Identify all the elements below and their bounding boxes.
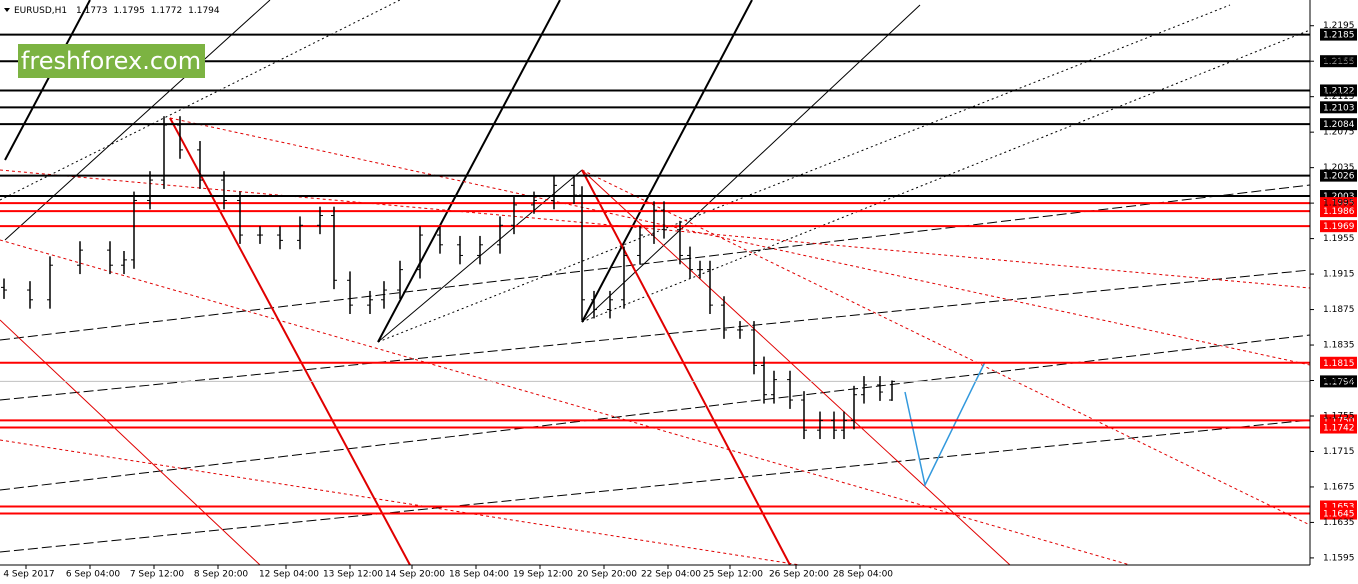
y-tick-label: 1.1915 <box>1323 270 1355 280</box>
level-label-box <box>1320 421 1357 434</box>
trend-line <box>0 239 1131 566</box>
level-label: 1.2003 <box>1323 192 1355 202</box>
x-tick-label: 8 Sep 20:00 <box>194 570 249 580</box>
level-label: 1.2155 <box>1323 57 1355 67</box>
levels: 1.21851.21551.21221.21031.20841.20261.20… <box>0 28 1357 520</box>
level-label-box <box>1320 28 1357 41</box>
y-tick-label: 1.1835 <box>1323 341 1355 351</box>
level-label: 1.1986 <box>1323 207 1355 217</box>
level-label-box <box>1320 507 1357 520</box>
x-tick-label: 28 Sep 04:00 <box>833 570 893 580</box>
level-label-box <box>1320 375 1357 388</box>
level-label: 1.1995 <box>1323 199 1355 209</box>
symbol: EURUSD,H1 <box>14 6 67 16</box>
level-label-box <box>1320 220 1357 233</box>
x-tick-label: 22 Sep 04:00 <box>641 570 701 580</box>
x-tick-label: 20 Sep 20:00 <box>577 570 637 580</box>
y-tick-label: 1.1795 <box>1323 376 1355 386</box>
level-label: 1.1969 <box>1323 222 1355 232</box>
menu-icon <box>4 8 10 12</box>
y-tick-label: 1.2195 <box>1323 21 1355 31</box>
trend-line <box>0 269 1311 401</box>
level-label: 1.1815 <box>1323 359 1355 369</box>
projection-line <box>904 361 986 488</box>
trend-line <box>581 169 791 566</box>
chart-header: EURUSD,H1 1.1773 1.1795 1.1772 1.1794 <box>14 6 220 16</box>
level-label-box <box>1320 84 1357 97</box>
y-tick-label: 1.2155 <box>1323 57 1355 67</box>
x-tick-label: 14 Sep 20:00 <box>385 570 445 580</box>
x-tick-label: 25 Sep 12:00 <box>703 570 763 580</box>
level-label-box <box>1320 205 1357 218</box>
level-label-box <box>1320 55 1357 68</box>
y-tick-label: 1.1995 <box>1323 199 1355 209</box>
x-tick-label: 6 Sep 04:00 <box>66 570 121 580</box>
close-value: 1.1794 <box>188 6 220 16</box>
trend-line <box>0 319 261 566</box>
y-tick-label: 1.1755 <box>1323 411 1355 421</box>
x-tick-label: 26 Sep 20:00 <box>769 570 829 580</box>
y-tick-label: 1.1635 <box>1323 518 1355 528</box>
y-tick-label: 1.1955 <box>1323 234 1355 244</box>
trend-line <box>4 0 271 241</box>
watermark-box <box>18 44 205 78</box>
level-label: 1.2122 <box>1323 86 1355 96</box>
x-tick-label: 12 Sep 04:00 <box>259 570 319 580</box>
x-tick-label: 18 Sep 04:00 <box>449 570 509 580</box>
trend-line <box>581 4 921 323</box>
y-tick-label: 1.2115 <box>1323 92 1355 102</box>
trend-line <box>581 169 1311 526</box>
level-label: 1.2026 <box>1323 172 1355 182</box>
watermark: freshforex.com <box>21 47 201 75</box>
high-value: 1.1795 <box>113 6 145 16</box>
level-label: 1.1645 <box>1323 510 1355 520</box>
level-label-box <box>1320 169 1357 182</box>
x-tick-label: 13 Sep 12:00 <box>323 570 383 580</box>
x-tick-label: 19 Sep 12:00 <box>513 570 573 580</box>
level-label-box <box>1320 101 1357 114</box>
trend-line <box>581 0 753 323</box>
x-tick-label: 4 Sep 2017 <box>3 570 54 580</box>
trend-line <box>0 419 1311 553</box>
y-tick-label: 1.1875 <box>1323 305 1355 315</box>
trend-line <box>0 439 801 566</box>
level-label-box <box>1320 356 1357 369</box>
y-tick-label: 1.1675 <box>1323 482 1355 492</box>
price-bars <box>1 116 895 440</box>
trend-line <box>581 29 1311 323</box>
level-label: 1.2185 <box>1323 31 1355 41</box>
level-label: 1.1750 <box>1323 416 1355 426</box>
trend-line <box>377 0 561 343</box>
trend-line <box>169 117 1311 366</box>
trend-line <box>0 334 1311 491</box>
x-tick-label: 7 Sep 12:00 <box>130 570 185 580</box>
trend-line <box>169 117 411 566</box>
y-tick-label: 1.2075 <box>1323 128 1355 138</box>
y-tick-label: 1.1595 <box>1323 553 1355 563</box>
y-tick-label: 1.1715 <box>1323 447 1355 457</box>
level-label: 1.2084 <box>1323 120 1355 130</box>
open-value: 1.1773 <box>76 6 108 16</box>
level-label: 1.1742 <box>1323 424 1355 434</box>
level-label: 1.2103 <box>1323 103 1355 113</box>
low-value: 1.1772 <box>151 6 183 16</box>
level-label: 1.1653 <box>1323 502 1355 512</box>
level-label: 1.1794 <box>1323 377 1355 387</box>
level-label-box <box>1320 118 1357 131</box>
y-tick-label: 1.2035 <box>1323 163 1355 173</box>
trend-line <box>4 0 91 161</box>
axis-labels: 1.21951.21551.21151.20751.20351.19951.19… <box>3 21 1354 579</box>
